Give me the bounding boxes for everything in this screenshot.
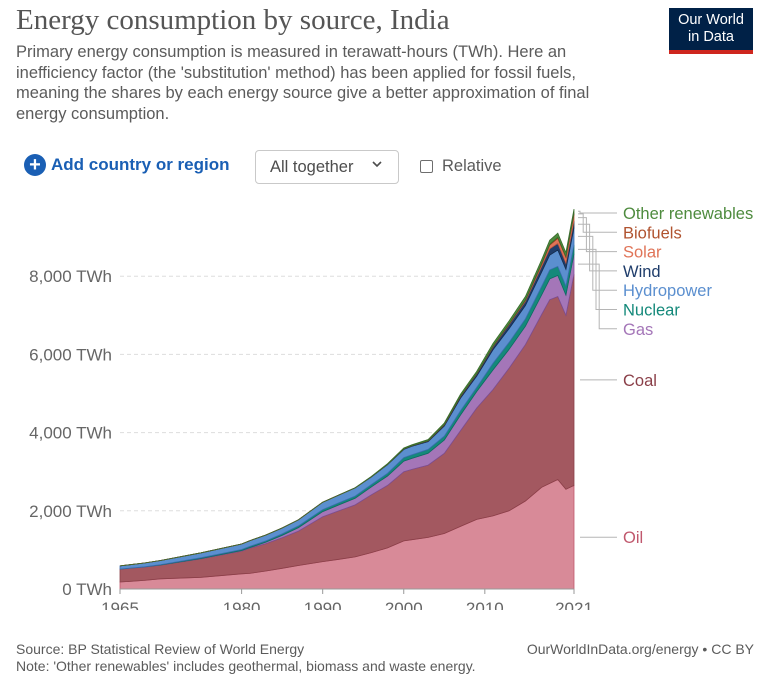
- legend-connector: [578, 210, 617, 214]
- legend-connector: [578, 223, 617, 272]
- legend-nuclear: Nuclear: [623, 302, 680, 320]
- legend-connector: [578, 263, 617, 330]
- relative-checkbox[interactable]: [420, 160, 433, 173]
- legend-connector: [578, 213, 617, 233]
- y-tick-label: 0 TWh: [62, 580, 112, 599]
- legend-hydropower: Hydropower: [623, 282, 712, 300]
- logo-line-2: in Data: [688, 29, 734, 45]
- chart-footer: Source: BP Statistical Review of World E…: [16, 641, 754, 675]
- energy-area-chart: 0 TWh 2,000 TWh 4,000 TWh 6,000 TWh 8,000 TW…: [29, 205, 753, 610]
- x-tick-label: 1965: [101, 599, 139, 610]
- legend-oil: Oil: [623, 529, 643, 547]
- y-tick-label: 6,000 TWh: [29, 345, 112, 364]
- add-country-label: Add country or region: [51, 155, 230, 174]
- relative-toggle[interactable]: Relative: [420, 157, 502, 176]
- relative-label: Relative: [442, 157, 502, 175]
- add-country-button[interactable]: + Add country or region: [24, 154, 230, 176]
- url-license-link[interactable]: OurWorldInData.org/energy • CC BY: [526, 641, 754, 657]
- legend-other-renewables: Other renewables: [623, 205, 753, 223]
- legend-coal: Coal: [623, 372, 657, 390]
- legend-connector: [578, 248, 617, 310]
- logo-accent-bar: [669, 50, 753, 54]
- source-text: Source: BP Statistical Review of World E…: [16, 641, 305, 657]
- legend-connector: [578, 235, 617, 291]
- y-tick-label: 2,000 TWh: [29, 502, 112, 521]
- x-tick-label: 1990: [304, 599, 342, 610]
- y-tick-label: 4,000 TWh: [29, 424, 112, 443]
- owid-logo[interactable]: Our World in Data: [669, 8, 753, 54]
- stack-mode-select[interactable]: All together: [255, 150, 399, 184]
- y-tick-label: 8,000 TWh: [29, 267, 112, 286]
- plus-circle-icon: +: [24, 154, 46, 176]
- chart-subtitle: Primary energy consumption is measured i…: [16, 43, 590, 123]
- x-tick-label: 1980: [223, 599, 261, 610]
- stack-mode-value: All together: [270, 157, 354, 176]
- legend-gas: Gas: [623, 321, 653, 339]
- note-text: Note: 'Other renewables' includes geothe…: [16, 658, 476, 674]
- legend-connector: [578, 217, 617, 253]
- chart-title: Energy consumption by source, India: [16, 4, 450, 36]
- area-other-renewables: [119, 209, 575, 567]
- x-tick-label: 2021: [555, 599, 593, 610]
- x-tick-label: 2010: [466, 599, 504, 610]
- legend-wind: Wind: [623, 263, 661, 281]
- logo-line-1: Our World: [678, 12, 744, 28]
- legend-biofuels: Biofuels: [623, 224, 682, 242]
- chevron-down-icon: [372, 161, 382, 168]
- x-tick-label: 2000: [385, 599, 423, 610]
- legend-solar: Solar: [623, 244, 662, 262]
